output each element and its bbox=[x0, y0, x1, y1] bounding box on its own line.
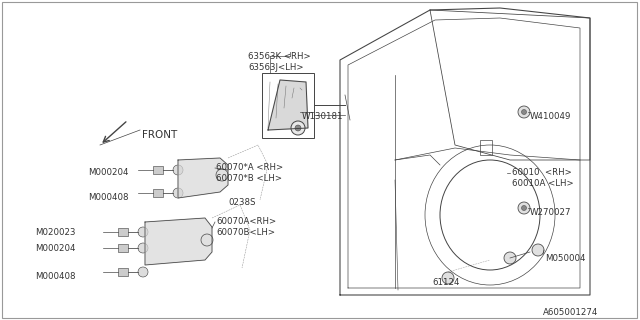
Circle shape bbox=[504, 252, 516, 264]
Text: 60070*B <LH>: 60070*B <LH> bbox=[216, 174, 282, 183]
Text: A605001274: A605001274 bbox=[543, 308, 598, 317]
Circle shape bbox=[518, 106, 530, 118]
Text: W130181: W130181 bbox=[302, 112, 344, 121]
Text: M000408: M000408 bbox=[35, 272, 76, 281]
Text: M000204: M000204 bbox=[35, 244, 76, 253]
Text: M000204: M000204 bbox=[88, 168, 129, 177]
Text: 60070B<LH>: 60070B<LH> bbox=[216, 228, 275, 237]
Circle shape bbox=[518, 202, 530, 214]
Text: W270027: W270027 bbox=[530, 208, 572, 217]
Circle shape bbox=[138, 227, 148, 237]
Text: 60070*A <RH>: 60070*A <RH> bbox=[216, 163, 283, 172]
Circle shape bbox=[173, 188, 183, 198]
Text: 60070A<RH>: 60070A<RH> bbox=[216, 217, 276, 226]
Text: 60010  <RH>: 60010 <RH> bbox=[512, 168, 572, 177]
Bar bbox=[153, 189, 163, 197]
Polygon shape bbox=[178, 158, 228, 198]
Polygon shape bbox=[268, 80, 308, 130]
Text: 60010A <LH>: 60010A <LH> bbox=[512, 179, 573, 188]
Circle shape bbox=[138, 267, 148, 277]
Text: 63563K <RH>: 63563K <RH> bbox=[248, 52, 310, 61]
Circle shape bbox=[532, 244, 544, 256]
Circle shape bbox=[442, 272, 454, 284]
Text: M020023: M020023 bbox=[35, 228, 76, 237]
Circle shape bbox=[201, 234, 213, 246]
Text: FRONT: FRONT bbox=[142, 130, 177, 140]
Bar bbox=[118, 228, 128, 236]
Circle shape bbox=[291, 121, 305, 135]
Bar bbox=[118, 268, 128, 276]
Text: W410049: W410049 bbox=[530, 112, 572, 121]
Polygon shape bbox=[145, 218, 212, 265]
Text: M000408: M000408 bbox=[88, 193, 129, 202]
Text: 63563J<LH>: 63563J<LH> bbox=[248, 63, 303, 72]
Circle shape bbox=[522, 205, 527, 211]
Bar bbox=[480, 140, 492, 155]
Bar bbox=[262, 73, 314, 138]
Bar bbox=[153, 166, 163, 174]
Text: M050004: M050004 bbox=[545, 254, 586, 263]
Text: 0238S: 0238S bbox=[228, 198, 255, 207]
Text: 61124: 61124 bbox=[432, 278, 460, 287]
Circle shape bbox=[216, 169, 228, 181]
Circle shape bbox=[295, 125, 301, 131]
Bar bbox=[118, 244, 128, 252]
Circle shape bbox=[173, 165, 183, 175]
Circle shape bbox=[522, 109, 527, 115]
Circle shape bbox=[138, 243, 148, 253]
